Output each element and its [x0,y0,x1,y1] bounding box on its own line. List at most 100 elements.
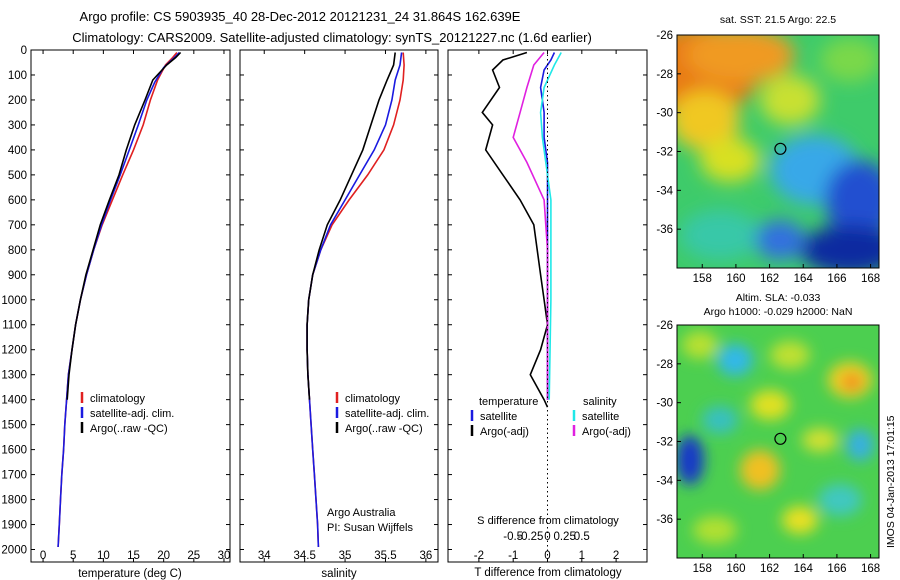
x-tick-label: 10 [97,550,110,562]
temperature-series [57,51,182,548]
depth-tick-label: 1300 [1,370,27,382]
depth-tick-label: 1800 [1,495,27,507]
x-tick-label: 2 [613,550,619,562]
sla-low-1 [717,344,753,376]
sst-blue-south [755,220,805,260]
depth-axis: 0 100 200 300 400 500 600 700 800 900 1000 1100 1200… [1,45,230,557]
lon-tick-label: 166 [827,563,846,575]
lon-tick-label: 160 [726,273,745,285]
temperature-x-axis: 0 5 10 15 20 25 30 [40,50,231,562]
lon-tick-label: 168 [861,563,880,575]
x-tick-label: 30 [218,550,231,562]
x-tick-label: 0 [544,550,550,562]
depth-tick-label: 0 [21,45,27,57]
s-difference-label: S difference from climatology [477,515,619,527]
figure-subtitle: Climatology: CARS2009. Satellite-adjuste… [72,30,592,45]
lat-tick-label: -30 [656,398,673,410]
lat-tick-label: -28 [656,69,673,81]
salinity-xlabel: salinity [321,568,356,580]
x-tick-label: 1 [579,550,585,562]
sst-yellow-mid [700,138,760,182]
depth-tick-label: 1700 [1,470,27,482]
s-tick-label: 0.25 [553,531,575,543]
sst-map-title: sat. SST: 21.5 Argo: 22.5 [720,14,836,26]
depth-tick-label: 500 [8,170,27,182]
depth-tick-label: 1100 [2,320,27,332]
series-line-satellite [57,51,180,548]
lat-tick-label: -32 [656,437,673,449]
salinity-legend: climatology satellite-adj. clim. Argo(..ra… [335,392,429,435]
x-tick-label: 35 [339,550,352,562]
lon-tick-label: 162 [760,273,779,285]
salinity-panel: 34 34.5 35 35.5 36 climatology satellite-adj.… [239,49,439,580]
salinity-axes-frame [239,49,439,563]
depth-tick-label: 1600 [1,445,27,457]
depth-tick-label: 1400 [1,395,27,407]
sla-low-4 [846,429,874,461]
legend-entry: Argo(..raw -QC) [345,423,423,435]
sst-warm-band [685,35,795,83]
sla-map-title: Altim. SLA: -0.033 [736,292,821,304]
depth-tick-label: 2000 [1,545,27,557]
depth-tick-label: 1000 [1,295,27,307]
lon-tick-label: 158 [693,563,712,575]
annotation-argo-australia: Argo Australia [327,507,396,519]
difference-legend: temperature satellite Argo(-adj) salinity sa… [470,396,631,438]
series-line-argo [306,52,396,400]
lat-tick-label: -32 [656,147,673,159]
series-line-satellite_s [539,52,562,400]
sla-high-6 [693,516,737,544]
sst-argo-marker [774,142,787,155]
depth-tick-label: 400 [8,145,27,157]
series-line-climatology [57,51,178,548]
sst-yellow-north [760,75,820,125]
sla-map-subtitle: Argo h1000: -0.029 h2000: NaN [704,306,853,318]
legend-entry: Argo(-adj) [480,426,529,438]
lon-tick-label: 158 [693,273,712,285]
depth-tick-label: 600 [8,195,27,207]
lat-tick-label: -36 [656,514,673,526]
s-tick-label: 0.5 [574,531,590,543]
lon-tick-label: 168 [861,273,880,285]
depth-tick-label: 900 [8,270,27,282]
depth-tick-label: 1500 [1,420,27,432]
x-tick-label: -2 [474,550,484,562]
depth-tick-label: 1200 [1,345,27,357]
s-tick-label: -0.25 [517,531,543,543]
imos-timestamp: IMOS 04-Jan-2013 17:01:15 [885,415,897,548]
sla-high-1 [682,331,718,359]
sst-cold-se [800,225,879,268]
x-tick-label: 0 [40,550,46,562]
legend-entry: climatology [345,393,401,405]
lat-tick-label: -34 [656,475,673,487]
depth-tick-label: 300 [8,120,27,132]
lat-tick-label: -26 [656,30,673,42]
lon-tick-label: 160 [726,563,745,575]
legend-entry: climatology [90,393,146,405]
sst-map: sat. SST: 21.5 Argo: 22.5 158 160 162 164 16… [656,14,880,285]
legend-entry: salinity [583,396,617,408]
sst-map-ticks: 158 160 162 164 166 168 -26 -28 -30 -32 -34 -36 [656,30,880,285]
x-tick-label: 20 [157,550,170,562]
sla-high-south [740,450,780,490]
lon-tick-label: 162 [760,563,779,575]
lon-tick-label: 164 [794,563,814,575]
x-tick-label: 34.5 [293,550,315,562]
sst-green-ne [820,38,879,82]
x-tick-label: 15 [127,550,140,562]
sla-high-3 [770,341,810,369]
figure-title: Argo profile: CS 5903935_40 28-Dec-2012 … [80,9,521,24]
depth-tick-label: 1900 [1,520,27,532]
legend-entry: temperature [479,396,538,408]
sla-map-ticks: 158 160 162 164 166 168 -26 -28 -30 -32 -34 -36 [656,320,880,575]
sst-cool-east [825,160,879,240]
t-difference-label: T difference from climatology [474,567,621,579]
salinity-x-axis: 34 34.5 35 35.5 36 [240,49,438,562]
temperature-xlabel: temperature (deg C) [78,568,182,580]
sla-argo-marker [774,432,787,445]
sla-low-west [677,435,704,485]
sla-low-3 [818,484,862,516]
x-tick-label: 5 [70,550,76,562]
